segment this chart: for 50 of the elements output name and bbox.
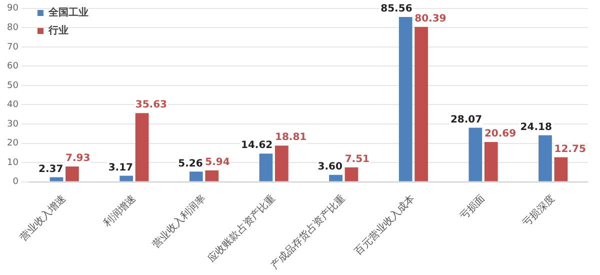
legend-label: 全国工业 bbox=[47, 6, 88, 19]
bar bbox=[414, 26, 428, 182]
text: 80.39 bbox=[414, 14, 446, 25]
bar bbox=[538, 135, 552, 182]
x-tick-label: 利润增速 bbox=[101, 192, 138, 230]
y-tick-label: 20 bbox=[7, 138, 19, 149]
bar bbox=[484, 142, 498, 182]
text: 35.63 bbox=[135, 100, 167, 111]
text: 3.60 bbox=[318, 161, 342, 172]
legend-label: 行业 bbox=[47, 24, 68, 37]
y-tick-label: 60 bbox=[7, 62, 19, 72]
text: 24.18 bbox=[520, 122, 552, 133]
bar bbox=[329, 174, 342, 182]
text: 85.56 bbox=[380, 4, 412, 15]
text: 3.17 bbox=[108, 162, 134, 174]
text: 20.69 bbox=[484, 128, 516, 140]
y-tick-label: 50 bbox=[7, 80, 19, 91]
bar bbox=[259, 154, 273, 182]
y-tick-label: 70 bbox=[7, 42, 19, 52]
text: 12.75 bbox=[554, 144, 586, 155]
y-tick-label: 10 bbox=[7, 158, 19, 168]
text: 7.51 bbox=[344, 154, 370, 165]
x-tick-label: 百元营业收入成本 bbox=[352, 192, 418, 258]
bar bbox=[50, 177, 64, 182]
bar bbox=[344, 167, 358, 182]
y-tick-label: 90 bbox=[7, 4, 19, 14]
x-tick-label: 亏损深度 bbox=[520, 192, 558, 230]
bar bbox=[135, 113, 149, 182]
text: 28.07 bbox=[450, 114, 482, 126]
y-tick-label: 30 bbox=[7, 119, 19, 130]
bar bbox=[554, 157, 568, 182]
x-tick-label: 营业收入利润率 bbox=[150, 192, 208, 250]
text: 18.81 bbox=[274, 132, 307, 144]
y-tick-label: 80 bbox=[7, 23, 19, 34]
text: 2.37 bbox=[38, 164, 64, 175]
bar bbox=[189, 172, 203, 182]
x-tick-label: 亏损面 bbox=[458, 192, 488, 222]
bar bbox=[120, 176, 133, 182]
x-tick-label: 营业收入增速 bbox=[17, 192, 68, 244]
y-tick-label: 40 bbox=[7, 100, 19, 110]
bar bbox=[66, 166, 79, 182]
text: 7.93 bbox=[66, 153, 90, 164]
text: 5.94 bbox=[205, 156, 230, 168]
text: 14.62 bbox=[241, 140, 273, 152]
y-tick-label: 0 bbox=[12, 177, 19, 188]
bar bbox=[274, 146, 288, 182]
bar bbox=[205, 170, 219, 182]
text: 5.26 bbox=[178, 158, 203, 170]
bar bbox=[468, 128, 482, 182]
bar bbox=[398, 16, 412, 182]
